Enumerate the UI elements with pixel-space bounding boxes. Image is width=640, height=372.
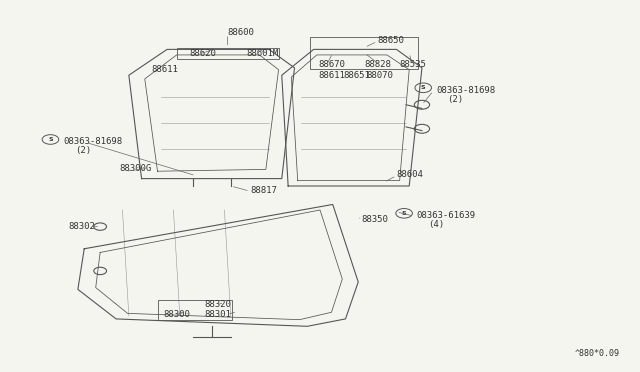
Text: 88650: 88650 (378, 36, 404, 45)
Text: 88828: 88828 (365, 60, 392, 69)
Text: ^880*0.09: ^880*0.09 (575, 349, 620, 358)
Text: 88300: 88300 (163, 310, 190, 319)
Text: 88350: 88350 (362, 215, 388, 224)
Text: 08363-81698: 08363-81698 (63, 137, 122, 146)
Text: 08363-81698: 08363-81698 (436, 86, 495, 94)
Text: 88535: 88535 (399, 60, 426, 69)
Text: (2): (2) (75, 147, 91, 155)
Text: 88070: 88070 (367, 71, 394, 80)
Text: 88611: 88611 (151, 65, 178, 74)
Text: 88611: 88611 (319, 71, 346, 80)
Text: S: S (48, 137, 52, 142)
Text: 88301: 88301 (204, 310, 231, 319)
Text: 88300G: 88300G (119, 164, 152, 173)
Text: 88601M: 88601M (246, 49, 279, 58)
Text: 88604: 88604 (396, 170, 423, 179)
Text: 88817: 88817 (250, 186, 276, 195)
Text: 88600: 88600 (228, 28, 255, 37)
Text: 88651: 88651 (343, 71, 370, 80)
Text: 88670: 88670 (319, 60, 346, 69)
Text: (4): (4) (428, 220, 444, 229)
Text: S: S (421, 85, 426, 90)
Text: 88320: 88320 (204, 300, 231, 310)
Text: 88302: 88302 (68, 222, 95, 231)
Text: 08363-61639: 08363-61639 (417, 211, 476, 220)
Text: 88620: 88620 (189, 49, 216, 58)
Text: (2): (2) (447, 95, 463, 104)
Text: S: S (402, 211, 406, 216)
